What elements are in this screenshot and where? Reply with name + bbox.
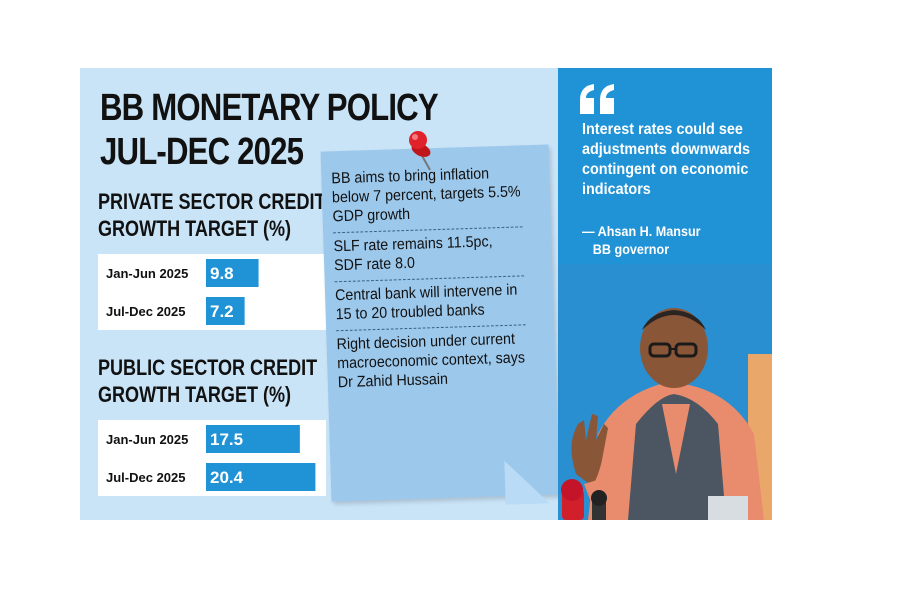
private-credit-chart: Jan-Jun 2025 9.8 Jul-Dec 2025 7.2 bbox=[98, 254, 326, 330]
note-list: BB aims to bring inflation below 7 perce… bbox=[330, 159, 544, 398]
attribution-role: BB governor bbox=[592, 241, 670, 257]
note-item: Central bank will intervene in 15 to 20 … bbox=[334, 276, 526, 332]
bar-category-label: Jul-Dec 2025 bbox=[106, 304, 186, 319]
bar bbox=[206, 425, 300, 453]
governor-photo bbox=[558, 264, 772, 520]
public-credit-chart-svg: Jan-Jun 2025 17.5 Jul-Dec 2025 20.4 bbox=[106, 425, 316, 491]
bar-value-label: 17.5 bbox=[210, 430, 243, 449]
bar-category-label: Jul-Dec 2025 bbox=[106, 470, 186, 485]
private-title-line-2: GROWTH TARGET (%) bbox=[98, 216, 292, 241]
bar-category-label: Jan-Jun 2025 bbox=[106, 432, 188, 447]
page-title: BB MONETARY POLICY JUL-DEC 2025 bbox=[100, 86, 439, 174]
infographic: BB MONETARY POLICY JUL-DEC 2025 PRIVATE … bbox=[80, 68, 772, 520]
quote-text: Interest rates could see adjustments dow… bbox=[582, 121, 751, 198]
attribution-name: — Ahsan H. Mansur bbox=[582, 223, 701, 239]
attribution: — Ahsan H. Mansur BB governor bbox=[582, 222, 744, 258]
bar-value-label: 7.2 bbox=[210, 302, 234, 321]
quote-mark-icon bbox=[580, 84, 614, 114]
sticky-note: BB aims to bring inflation below 7 perce… bbox=[320, 144, 560, 502]
bar bbox=[206, 297, 245, 325]
bar-category-label: Jan-Jun 2025 bbox=[106, 266, 188, 281]
bar bbox=[206, 463, 316, 491]
public-title-line-2: GROWTH TARGET (%) bbox=[98, 382, 292, 407]
push-pin-icon bbox=[409, 131, 431, 171]
private-credit-chart-svg: Jan-Jun 2025 9.8 Jul-Dec 2025 7.2 bbox=[106, 259, 259, 325]
private-title-line-1: PRIVATE SECTOR CREDIT bbox=[98, 189, 326, 214]
bar bbox=[206, 259, 259, 287]
public-credit-title: PUBLIC SECTOR CREDIT GROWTH TARGET (%) bbox=[98, 354, 344, 408]
bar-value-label: 20.4 bbox=[210, 468, 244, 487]
note-item: Right decision under current macroeconom… bbox=[336, 330, 526, 392]
quote-panel: Interest rates could see adjustments dow… bbox=[558, 68, 772, 520]
public-credit-chart: Jan-Jun 2025 17.5 Jul-Dec 2025 20.4 bbox=[98, 420, 326, 496]
bar-value-label: 9.8 bbox=[210, 264, 234, 283]
title-line-1: BB MONETARY POLICY bbox=[100, 87, 439, 129]
title-line-2: JUL-DEC 2025 bbox=[100, 131, 304, 173]
private-credit-title: PRIVATE SECTOR CREDIT GROWTH TARGET (%) bbox=[98, 188, 344, 242]
note-curl bbox=[504, 459, 550, 505]
note-item: SLF rate remains 11.5pc, SDF rate 8.0 bbox=[333, 227, 525, 283]
public-title-line-1: PUBLIC SECTOR CREDIT bbox=[98, 355, 318, 380]
